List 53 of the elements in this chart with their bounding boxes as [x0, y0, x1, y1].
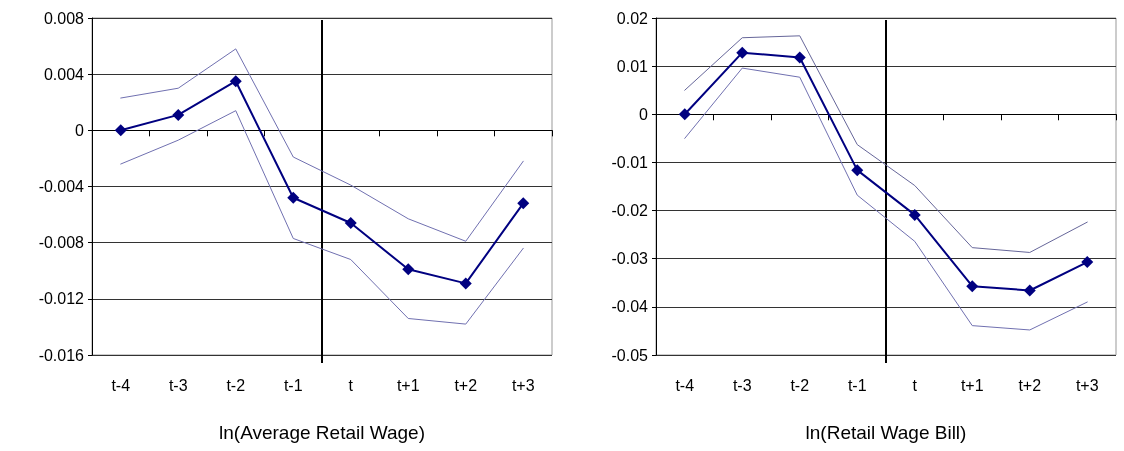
- point: [344, 217, 357, 230]
- point: [736, 46, 749, 59]
- x-tick-label: t+1: [396, 376, 420, 394]
- point: [402, 263, 415, 276]
- line-series: [684, 67, 1088, 331]
- x-tick-label: t+1: [960, 376, 984, 394]
- y-tick-label: -0.008: [38, 234, 85, 252]
- point: [287, 191, 300, 204]
- point: [678, 108, 691, 121]
- x-tick-label: t-2: [790, 376, 810, 394]
- y-tick-label: -0.01: [611, 153, 649, 171]
- y-tick-label: 0: [639, 105, 649, 123]
- point: [459, 277, 472, 290]
- x-tick-label: t: [912, 376, 918, 394]
- point: [1023, 284, 1036, 297]
- x-tick-label: t-1: [283, 376, 303, 394]
- point: [793, 51, 806, 64]
- point: [517, 197, 530, 210]
- x-tick-label: t: [348, 376, 354, 394]
- y-tick-label: -0.016: [38, 346, 85, 364]
- line-series: [684, 35, 1088, 253]
- y-tick-label: 0.01: [616, 57, 649, 75]
- point: [966, 280, 979, 293]
- x-tick-label: t-3: [168, 376, 188, 394]
- point: [908, 208, 921, 221]
- y-tick-label: -0.04: [611, 298, 649, 316]
- y-tick-label: 0.004: [43, 65, 85, 83]
- y-tick-label: 0: [75, 121, 85, 139]
- point: [172, 108, 185, 121]
- x-tick-label: t+2: [1018, 376, 1042, 394]
- y-tick-label: -0.02: [611, 202, 649, 220]
- x-tick-label: t+3: [1075, 376, 1099, 394]
- line-series: [120, 48, 524, 242]
- x-tick-label: t-4: [111, 376, 131, 394]
- y-tick-label: 0.02: [616, 9, 649, 27]
- point: [851, 164, 864, 177]
- y-tick-label: -0.03: [611, 250, 649, 268]
- y-tick-label: -0.05: [611, 346, 649, 364]
- x-tick-label: t-3: [732, 376, 752, 394]
- x-tick-label: t-4: [675, 376, 695, 394]
- x-tick-label: t-1: [847, 376, 867, 394]
- x-tick-label: t+3: [511, 376, 535, 394]
- x-axis-title: ln(Retail Wage Bill): [805, 422, 967, 443]
- point: [114, 124, 127, 137]
- x-tick-label: t+2: [454, 376, 478, 394]
- x-tick-label: t-2: [226, 376, 246, 394]
- x-axis-title: ln(Average Retail Wage): [219, 422, 425, 443]
- y-tick-label: 0.008: [43, 9, 85, 27]
- y-tick-label: -0.012: [38, 290, 85, 308]
- point: [1081, 256, 1094, 269]
- point: [229, 75, 242, 88]
- line-series: [120, 110, 524, 325]
- y-tick-label: -0.004: [38, 178, 85, 195]
